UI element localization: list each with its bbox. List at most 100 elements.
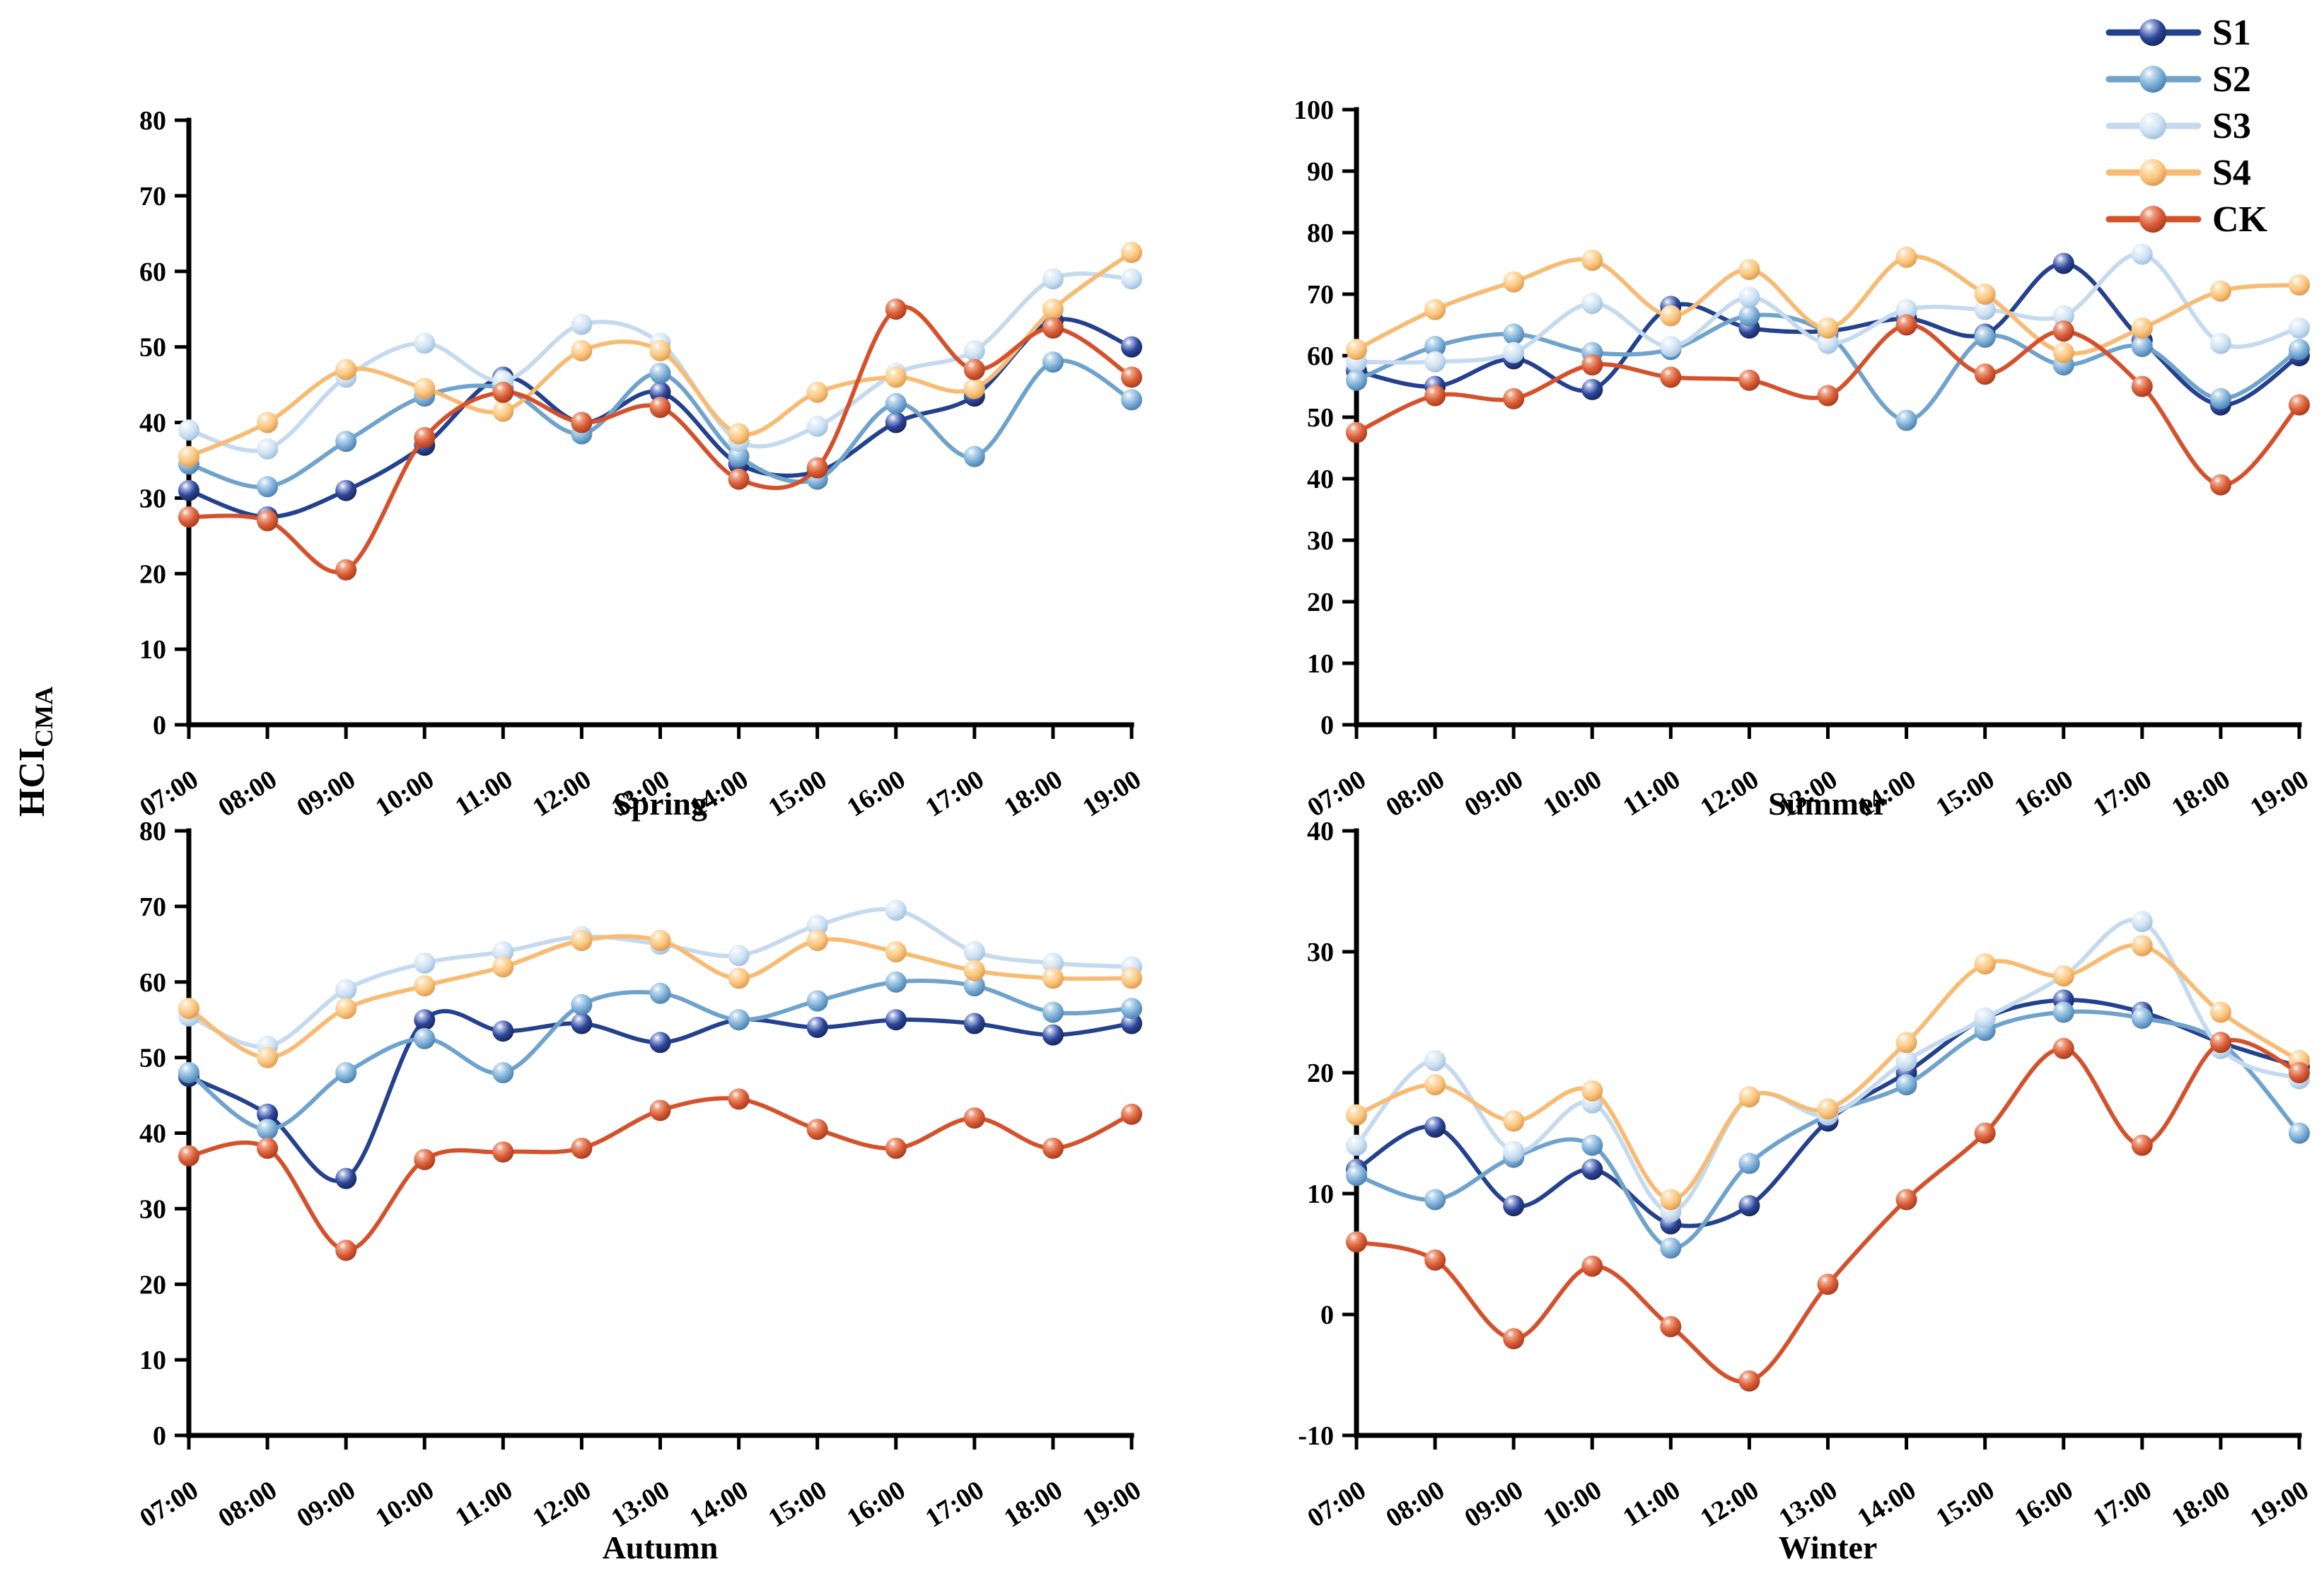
data-point-ck bbox=[1895, 314, 1917, 336]
data-point-ck bbox=[1581, 1255, 1603, 1277]
data-point-s2 bbox=[1042, 1001, 1064, 1023]
series-ck bbox=[1346, 1032, 2310, 1392]
y-tick-label: 60 bbox=[1307, 342, 1334, 371]
data-point-ck bbox=[178, 506, 199, 528]
data-point-s4 bbox=[257, 1047, 279, 1068]
data-point-ck bbox=[1346, 1231, 1367, 1253]
data-point-s4 bbox=[414, 378, 436, 400]
data-point-ck bbox=[2209, 474, 2231, 496]
legend-label: S2 bbox=[2212, 59, 2251, 100]
data-point-ck bbox=[2209, 1032, 2231, 1054]
y-tick-label: 50 bbox=[1307, 403, 1334, 433]
data-point-s4 bbox=[1738, 259, 1760, 281]
data-point-s1 bbox=[571, 1013, 593, 1034]
data-point-s2 bbox=[1503, 323, 1525, 345]
legend-item-s3: S3 bbox=[2105, 106, 2251, 146]
data-point-s4 bbox=[1817, 1098, 1839, 1120]
data-point-s1 bbox=[885, 412, 907, 433]
data-point-s3 bbox=[414, 952, 436, 974]
data-point-ck bbox=[963, 358, 985, 380]
data-point-s2 bbox=[492, 1062, 514, 1083]
data-point-s4 bbox=[728, 423, 750, 445]
data-point-s2 bbox=[1042, 351, 1064, 373]
data-point-s4 bbox=[492, 956, 514, 978]
series-ck bbox=[178, 298, 1142, 581]
data-point-s2 bbox=[1738, 1153, 1760, 1174]
legend-item-ck: CK bbox=[2105, 199, 2268, 240]
panel-summer: 0 10 20 30 40 50 60 70 80 90 100 07:00 08:00 09:00 10:… bbox=[1294, 95, 2314, 823]
data-point-ck bbox=[1974, 363, 1996, 385]
y-tick-label: 80 bbox=[139, 106, 166, 136]
data-point-ck bbox=[649, 1100, 671, 1121]
data-point-ck bbox=[1817, 1273, 1839, 1295]
data-point-s4 bbox=[1895, 246, 1917, 268]
panel-title-autumn: Autumn bbox=[603, 1529, 719, 1566]
legend-label: S1 bbox=[2212, 13, 2251, 53]
data-point-s4 bbox=[806, 930, 828, 951]
data-point-s2 bbox=[649, 363, 671, 384]
data-point-s4 bbox=[2052, 342, 2074, 363]
data-point-s4 bbox=[2131, 935, 2153, 957]
data-point-ck bbox=[2052, 320, 2074, 342]
x-tick-label: 15:00 bbox=[1931, 1475, 1999, 1534]
data-point-s4 bbox=[335, 998, 357, 1020]
data-point-s2 bbox=[1424, 1189, 1446, 1211]
data-point-s1 bbox=[963, 1013, 985, 1034]
x-tick-label: 08:00 bbox=[1381, 764, 1449, 823]
data-point-s4 bbox=[1817, 317, 1839, 339]
data-point-s1 bbox=[649, 381, 671, 403]
x-tick-label: 14:00 bbox=[1852, 1475, 1921, 1534]
data-point-s1 bbox=[1121, 336, 1142, 358]
y-tick-label: 70 bbox=[1307, 280, 1334, 310]
legend: S1 S2 S3 S4 CK bbox=[2105, 13, 2268, 240]
y-tick-label: 30 bbox=[1307, 938, 1334, 967]
data-point-s3 bbox=[1974, 1008, 1996, 1029]
y-tick-label: 40 bbox=[1307, 465, 1334, 494]
data-point-s3 bbox=[1660, 336, 1682, 357]
y-tick-label: 20 bbox=[1307, 1059, 1334, 1088]
x-tick-label: 19:00 bbox=[2245, 1475, 2313, 1534]
series-s1 bbox=[178, 1009, 1142, 1189]
x-tick-label: 17:00 bbox=[2088, 764, 2156, 823]
data-point-s2 bbox=[963, 445, 985, 467]
series-s4 bbox=[1346, 935, 2310, 1211]
y-tick-label: 70 bbox=[139, 182, 166, 211]
data-point-s2 bbox=[2289, 1122, 2310, 1144]
data-point-s3 bbox=[492, 941, 514, 962]
x-tick-label: 07:00 bbox=[134, 1475, 203, 1534]
data-point-ck bbox=[1660, 1316, 1682, 1338]
data-point-s2 bbox=[1346, 369, 1367, 391]
x-tick-label: 09:00 bbox=[291, 1475, 360, 1534]
y-tick-label: 80 bbox=[139, 817, 166, 846]
y-tick-label: 30 bbox=[1307, 526, 1334, 556]
data-point-s4 bbox=[649, 930, 671, 951]
data-point-s2 bbox=[649, 982, 671, 1004]
data-point-ck bbox=[1738, 369, 1760, 391]
y-tick-label: 60 bbox=[139, 968, 166, 998]
data-point-ck bbox=[257, 1137, 279, 1159]
data-point-ck bbox=[806, 457, 828, 479]
data-point-s3 bbox=[728, 945, 750, 967]
data-point-s3 bbox=[178, 419, 199, 441]
data-point-ck bbox=[1346, 421, 1367, 443]
y-tick-label: 60 bbox=[139, 257, 166, 287]
data-point-ck bbox=[492, 1141, 514, 1163]
panel-title-summer: Summer bbox=[1768, 786, 1888, 822]
data-point-s2 bbox=[728, 445, 750, 467]
data-point-ck bbox=[1121, 366, 1142, 388]
data-point-s4 bbox=[963, 378, 985, 400]
data-point-ck bbox=[2289, 394, 2310, 416]
x-tick-label: 12:00 bbox=[528, 1475, 596, 1534]
data-point-s2 bbox=[257, 1119, 279, 1141]
series-ck bbox=[178, 1088, 1142, 1261]
data-point-s2 bbox=[1738, 305, 1760, 327]
data-point-ck bbox=[1974, 1122, 1996, 1144]
y-tick-label: 80 bbox=[1307, 218, 1334, 248]
data-point-ck bbox=[414, 1148, 436, 1170]
data-point-s4 bbox=[571, 930, 593, 951]
data-point-s4 bbox=[1660, 1189, 1682, 1211]
data-point-s2 bbox=[1581, 1134, 1603, 1156]
y-tick-label: 40 bbox=[139, 409, 166, 438]
data-point-ck bbox=[571, 1137, 593, 1159]
data-point-s4 bbox=[1346, 1104, 1367, 1126]
